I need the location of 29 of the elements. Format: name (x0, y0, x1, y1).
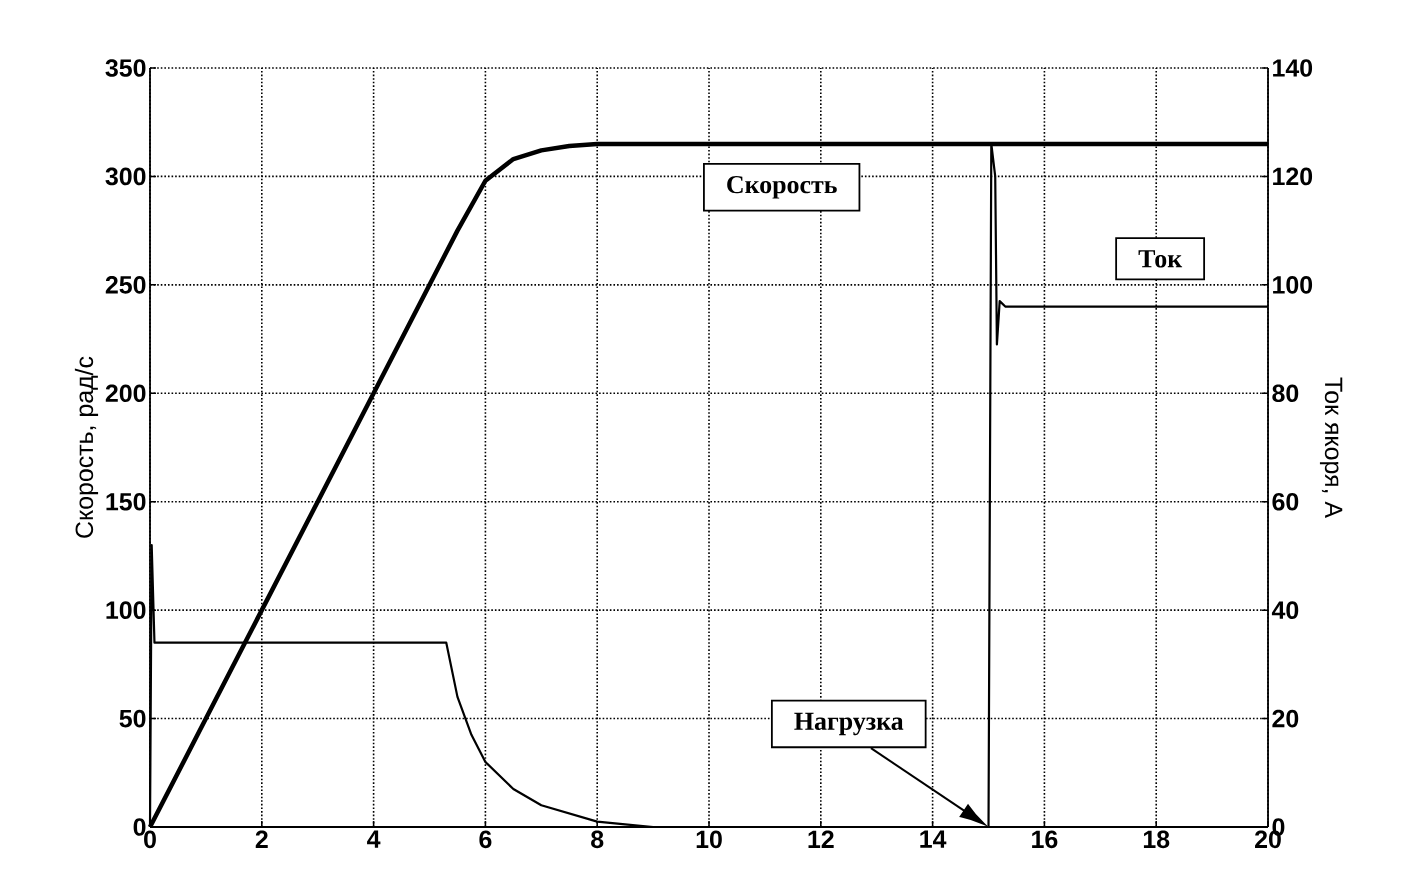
y2-tick-label: 40 (1271, 601, 1299, 619)
x-tick-label: 8 (591, 830, 604, 849)
x-tick-label: 6 (479, 830, 492, 849)
y-tick-label: 300 (105, 167, 146, 186)
x-tick-label: 10 (696, 830, 722, 849)
y-tick-label: 100 (106, 601, 146, 619)
y2-tick-label: 100 (1273, 276, 1313, 294)
x-tick-label: 18 (1143, 830, 1170, 849)
x-tick-label: 16 (1032, 830, 1058, 849)
annotation: Нагрузка (794, 712, 904, 736)
y-tick-label: 150 (106, 492, 146, 511)
y-tick-label: 200 (105, 384, 146, 403)
x-tick-label: 4 (367, 830, 381, 848)
y2-tick-label: 60 (1272, 492, 1299, 511)
y-tick-label: 350 (105, 59, 146, 77)
y2-tick-label: 80 (1272, 384, 1299, 403)
y2-axis-title: Ток якоря, А (1319, 377, 1343, 518)
y-tick-label: 0 (133, 818, 146, 836)
x-tick-label: 2 (255, 830, 268, 848)
x-tick-label: 14 (920, 830, 947, 848)
x-tick-label: 12 (808, 830, 834, 848)
y2-tick-label: 120 (1273, 167, 1313, 186)
y2-tick-label: 20 (1272, 709, 1299, 728)
y2-tick-label: 140 (1273, 59, 1313, 77)
y-tick-label: 250 (105, 276, 146, 294)
y-tick-label: 50 (119, 709, 146, 728)
series-label: Скорость (727, 175, 837, 199)
series-label: Ток (1138, 250, 1183, 268)
y-axis-title: Скорость, рад/с (74, 356, 99, 538)
